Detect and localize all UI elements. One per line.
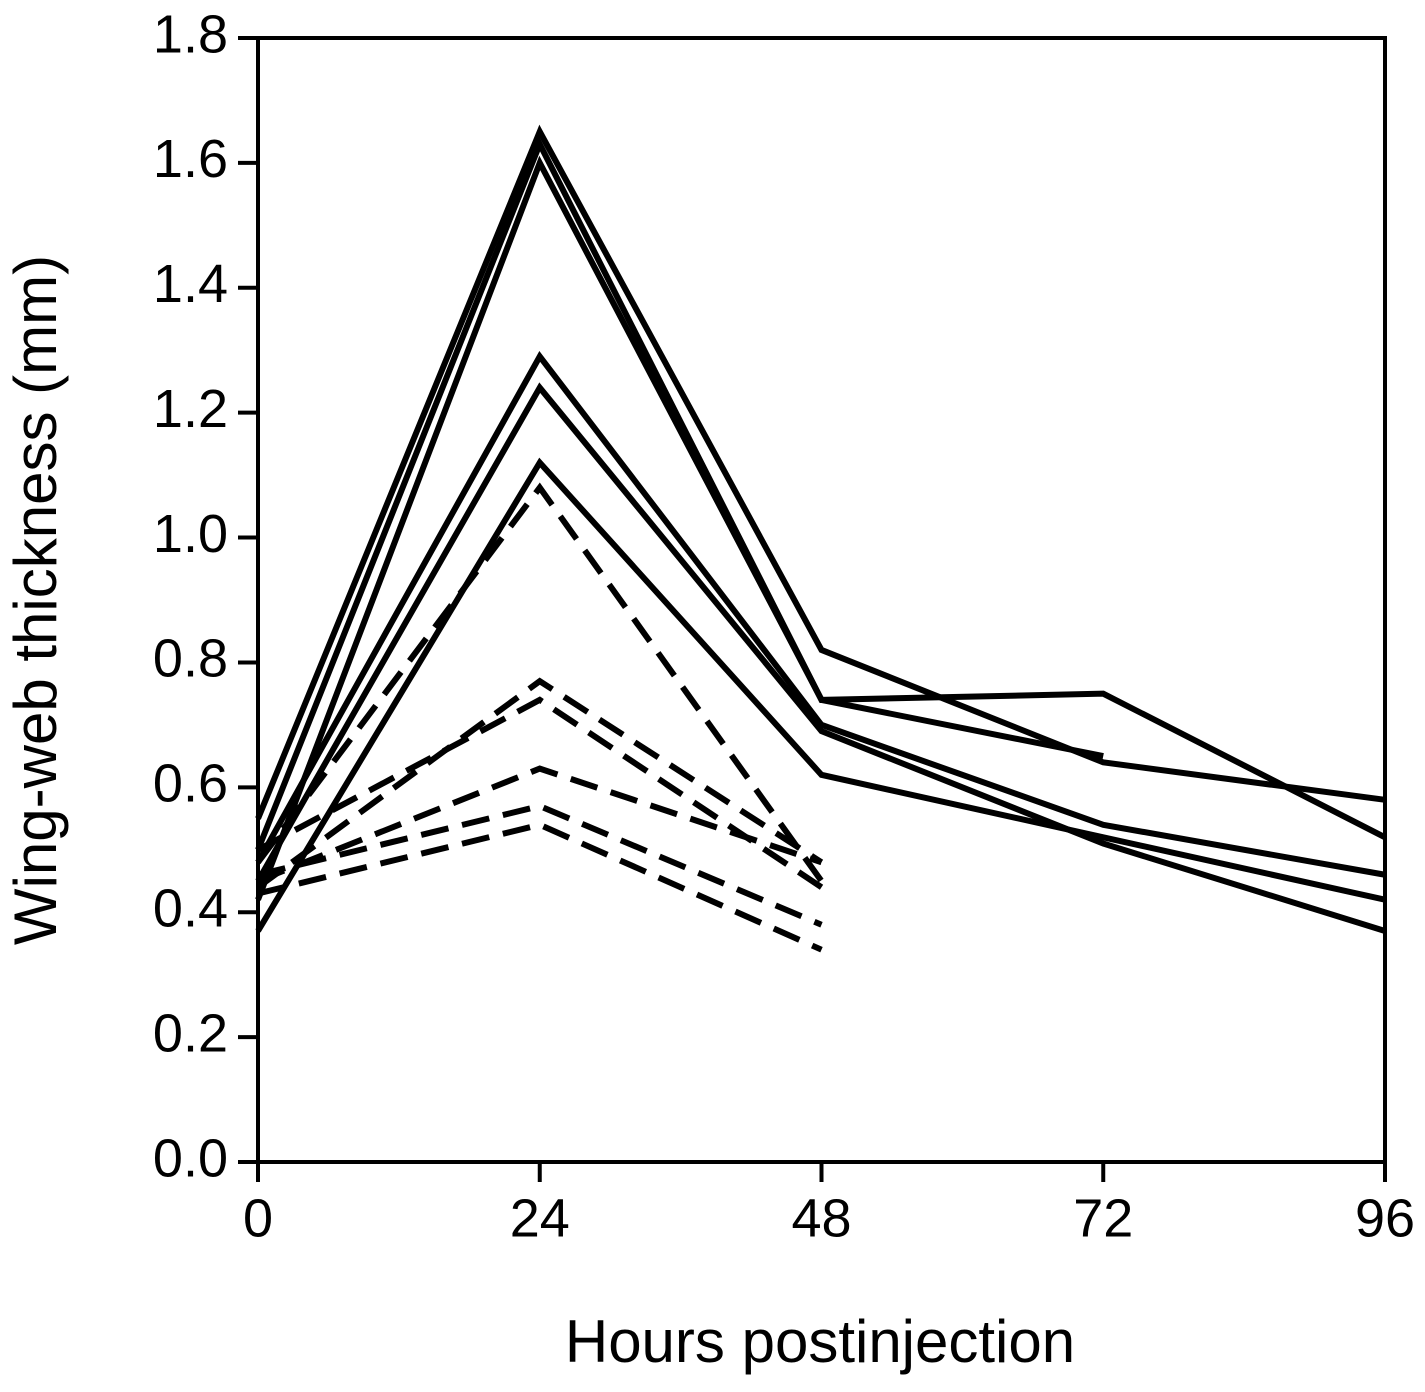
y-tick-label: 0.6 <box>153 754 228 814</box>
y-tick-label: 1.2 <box>153 379 228 439</box>
solid-line <box>255 124 1386 820</box>
y-tick-label: 1.4 <box>153 254 228 314</box>
x-tick-label: 96 <box>1355 1188 1415 1248</box>
dashed-line <box>256 677 824 890</box>
x-tick-label: 24 <box>510 1188 570 1248</box>
solid-line <box>255 382 1386 934</box>
solid-line <box>255 351 1386 878</box>
y-tick-label: 1.6 <box>153 129 228 189</box>
plot-frame <box>256 36 1387 1164</box>
solid-line <box>255 457 1386 933</box>
y-tick-label: 0.8 <box>153 629 228 689</box>
dashed-line <box>255 482 824 883</box>
y-tick-label: 0.4 <box>153 878 228 938</box>
y-tick-label: 1.0 <box>153 504 228 564</box>
dashed-line <box>257 821 823 953</box>
x-tick-label: 72 <box>1073 1188 1133 1248</box>
dashed-line <box>257 802 823 928</box>
y-tick-label: 0.2 <box>153 1003 228 1063</box>
x-axis-label: Hours postinjection <box>565 1308 1075 1375</box>
x-tick-label: 0 <box>243 1188 273 1248</box>
solid-line <box>255 155 1104 901</box>
y-tick-label: 1.8 <box>153 4 228 64</box>
y-axis-label: Wing-web thickness (mm) <box>2 255 69 945</box>
dashed-line <box>256 765 823 884</box>
dashed-line <box>256 696 824 890</box>
x-tick-label: 48 <box>791 1188 851 1248</box>
y-tick-label: 0.0 <box>153 1128 228 1188</box>
solid-line <box>255 136 1387 851</box>
